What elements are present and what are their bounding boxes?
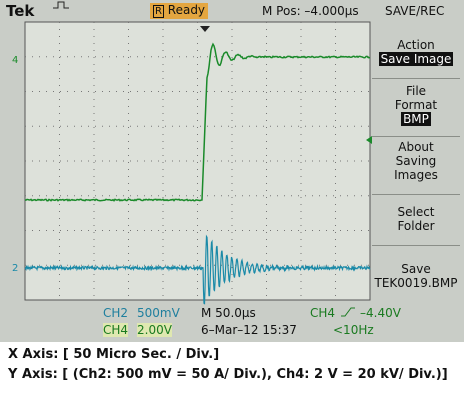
plot-area <box>25 22 370 300</box>
date: 6–Mar–12 15:37 <box>201 323 297 337</box>
menu-label: Action <box>372 38 460 52</box>
x-axis-caption: X Axis: [ 50 Micro Sec. / Div.] <box>8 347 219 362</box>
y-axis-caption: Y Axis: [ (Ch2: 500 mV = 50 A/ Div.), Ch… <box>8 367 448 382</box>
status-text: Ready <box>168 3 205 17</box>
scope-screen: Tek R Ready M Pos: –4.000µs SAVE/REC Act… <box>0 0 464 342</box>
ch4-marker: 4 <box>12 54 18 68</box>
ch4-scale: 2.00V <box>137 323 172 337</box>
menu-label: Save <box>372 262 460 276</box>
ch4-label: CH4 <box>103 323 128 337</box>
timebase: M 50.0µs <box>201 306 256 320</box>
menu-item[interactable]: About Saving Images <box>372 140 460 195</box>
menu-label: About Saving Images <box>392 140 440 182</box>
frequency: <10Hz <box>333 323 374 337</box>
status-badge: R <box>153 5 164 18</box>
menu-value: TEK0019.BMP <box>372 276 460 290</box>
trigger-slope-icon <box>341 308 355 316</box>
page: Tek R Ready M Pos: –4.000µs SAVE/REC Act… <box>0 0 464 395</box>
brand: Tek <box>6 4 34 18</box>
menu-label: File Format <box>386 84 446 112</box>
trigger-icon <box>53 2 69 8</box>
menu-item[interactable]: Select Folder <box>372 205 460 246</box>
trigger-level: –4.40V <box>360 306 401 320</box>
ch2-marker: 2 <box>12 262 18 276</box>
menu-label: Select Folder <box>396 205 436 233</box>
ch2-label: CH2 <box>103 306 128 320</box>
menu-title: SAVE/REC <box>385 4 444 18</box>
position: M Pos: –4.000µs <box>262 4 359 18</box>
menu-value: BMP <box>401 112 431 126</box>
status: R Ready <box>150 3 208 19</box>
ch2-scale: 500mV <box>137 306 180 320</box>
menu-value: Save Image <box>379 52 454 66</box>
trigger-source: CH4 <box>310 306 335 320</box>
